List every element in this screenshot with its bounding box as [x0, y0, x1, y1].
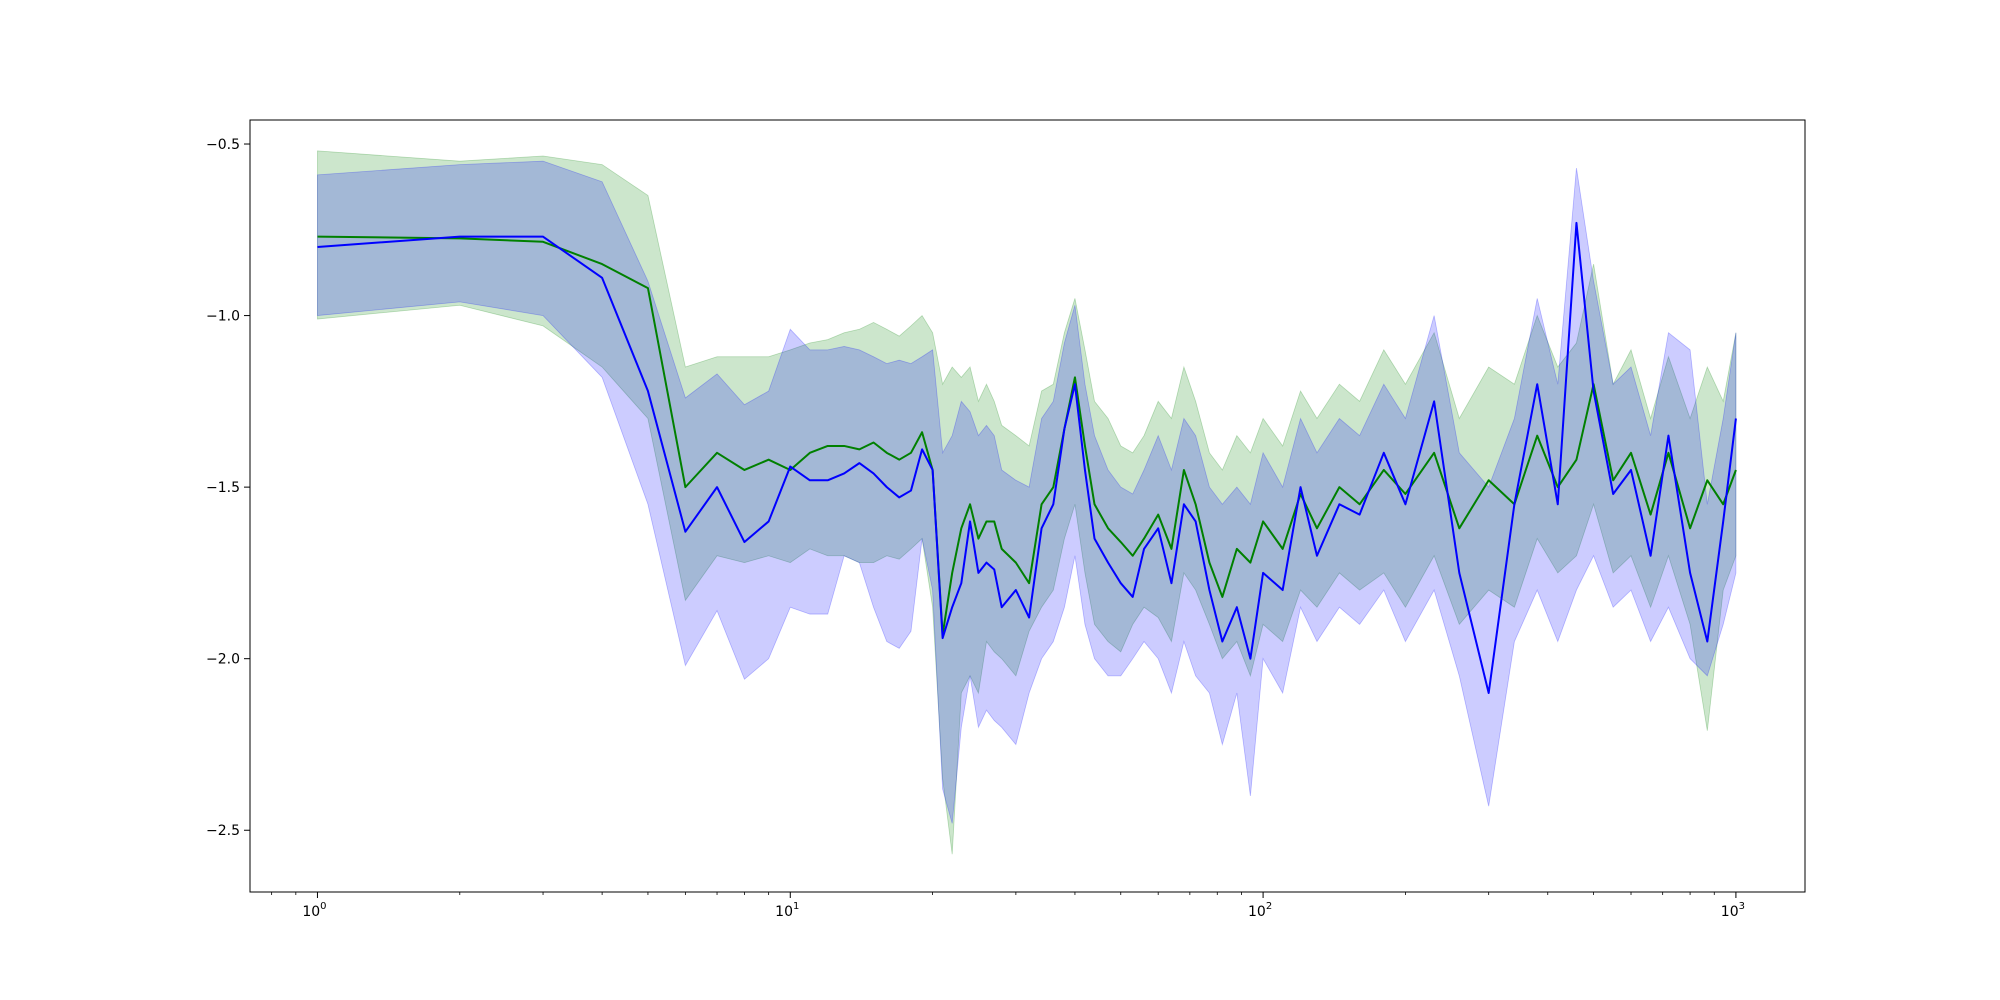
series-2-band [317, 160, 1737, 824]
y-tick-label: −1.0 [206, 309, 240, 325]
y-tick-label: −2.5 [206, 823, 240, 839]
x-tick-label: 103 [1721, 901, 1745, 920]
y-tick-label: −1.5 [206, 480, 240, 496]
plot-frame [249, 119, 1806, 893]
series-2-line [317, 221, 1737, 694]
confidence-bands [317, 150, 1737, 855]
x-axis: 100 101 102 103 [271, 892, 1745, 920]
series-1-band [317, 150, 1737, 855]
series-1-line [317, 235, 1737, 636]
x-tick-label: 102 [1248, 901, 1272, 920]
x-tick-label: 100 [302, 901, 326, 920]
y-tick-label: −2.0 [206, 652, 240, 668]
y-tick-label: −0.5 [206, 137, 240, 153]
x-tick-label: 101 [775, 901, 799, 920]
y-axis: −2.5 −2.0 −1.5 −1.0 −0.5 [206, 137, 250, 839]
series-lines [317, 221, 1737, 694]
